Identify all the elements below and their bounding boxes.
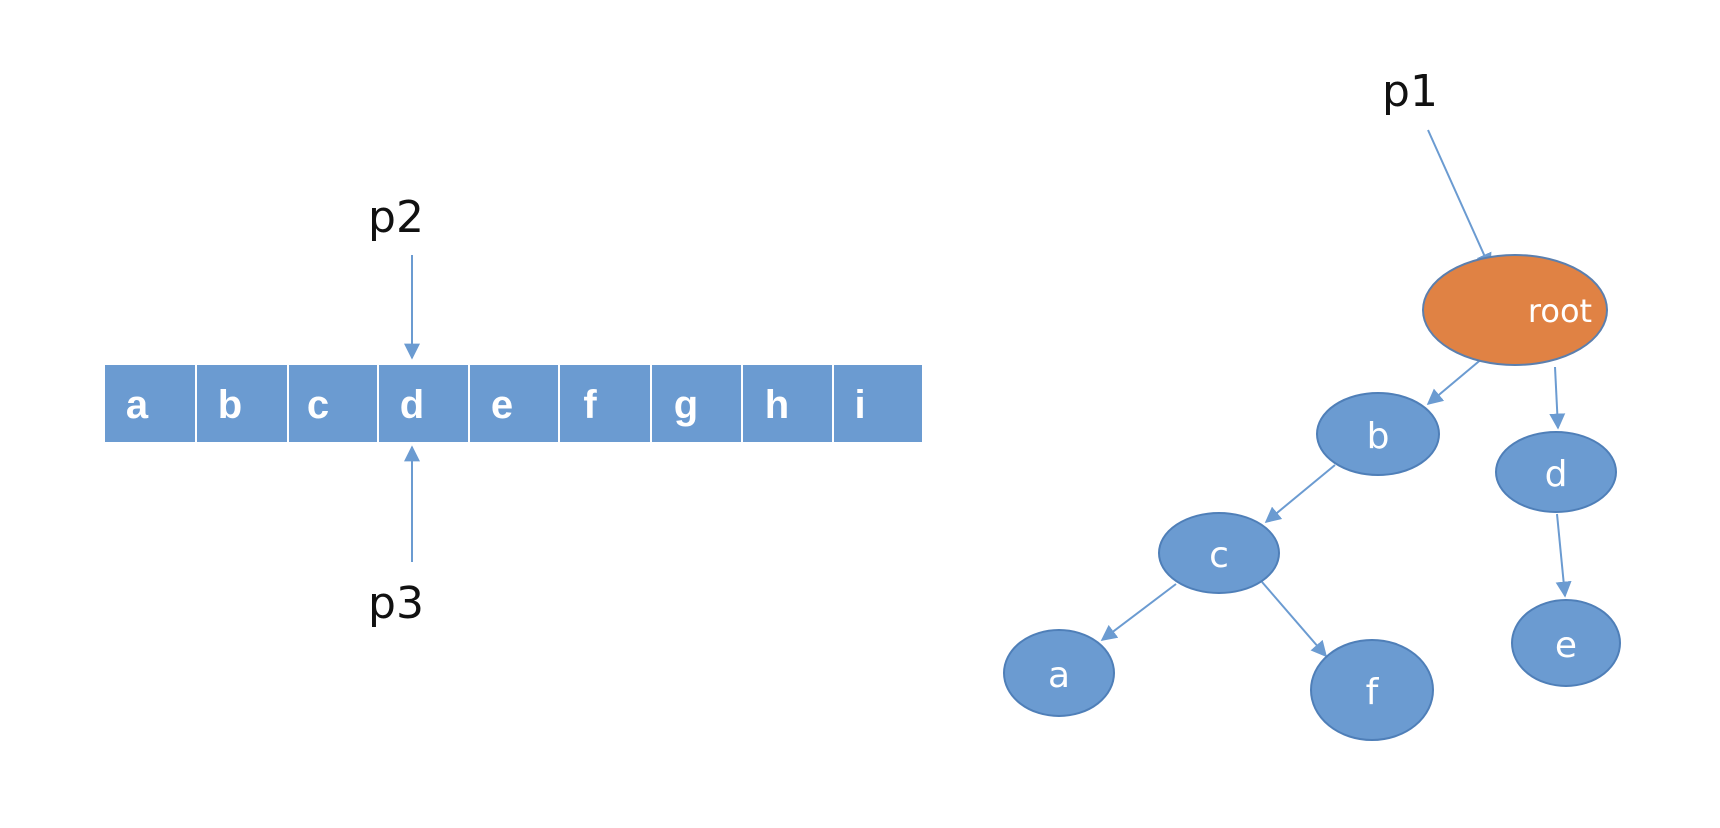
pointer-label-p3: p3 <box>368 578 424 629</box>
tree-node-label: b <box>1367 416 1390 457</box>
edge-root-d <box>1549 366 1566 430</box>
array-cell-label: b <box>218 383 242 427</box>
tree-node-b: b <box>1316 392 1440 476</box>
array-cell-label: g <box>674 383 698 427</box>
tree-node-f: f <box>1310 639 1434 741</box>
tree-node-label: d <box>1545 454 1568 495</box>
edge-b-c <box>1264 464 1336 524</box>
array-cell-label: i <box>854 383 865 427</box>
array-cell-f: f <box>560 365 650 442</box>
tree-node-label: a <box>1048 655 1070 696</box>
array-cell-label: e <box>491 383 513 427</box>
tree-node-d: d <box>1495 431 1617 513</box>
edge-c-f <box>1261 581 1328 658</box>
array-cell-label: c <box>307 383 329 427</box>
array-cell-label: a <box>126 383 149 427</box>
array-cell-a: a <box>105 365 195 442</box>
tree-edges <box>1100 351 1572 658</box>
array-cell-i: i <box>834 365 922 442</box>
pointer-label-p2: p2 <box>368 192 424 243</box>
array: a b c d e f g h <box>105 365 922 442</box>
tree-node-e: e <box>1511 599 1621 687</box>
tree-node-label: root <box>1528 292 1592 330</box>
tree-node-label: f <box>1366 672 1380 713</box>
array-cell-label: d <box>400 383 424 427</box>
edge-d-e <box>1555 513 1572 598</box>
edge-c-a <box>1100 583 1177 641</box>
tree-node-a: a <box>1003 629 1115 717</box>
tree-node-c: c <box>1158 512 1280 594</box>
array-cell-g: g <box>652 365 741 442</box>
array-cell-label: f <box>583 383 597 427</box>
array-cell-b: b <box>197 365 287 442</box>
array-cell-label: h <box>765 383 789 427</box>
tree-node-root: root <box>1422 254 1608 366</box>
tree-node-label: c <box>1209 535 1229 576</box>
array-cell-c: c <box>289 365 377 442</box>
pointer-label-p1: p1 <box>1382 66 1438 117</box>
array-cell-d: d <box>379 365 468 442</box>
pointer-arrow-p1 <box>1427 129 1492 270</box>
tree-node-label: e <box>1555 625 1577 666</box>
array-cell-h: h <box>743 365 832 442</box>
array-cell-e: e <box>470 365 558 442</box>
